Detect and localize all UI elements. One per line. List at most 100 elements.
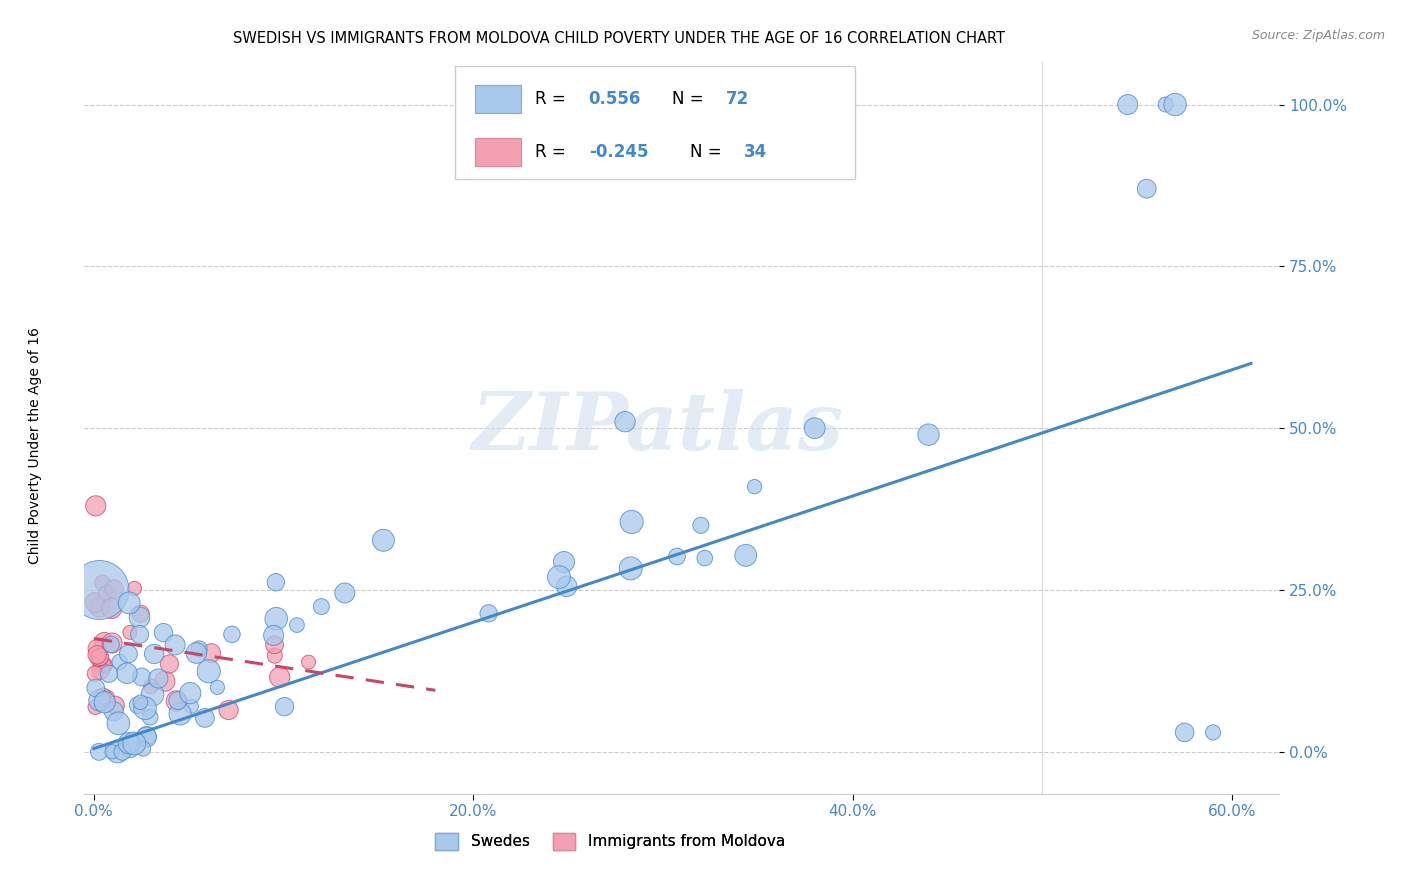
- Point: [1116, 97, 1139, 112]
- Point: [91, 575, 114, 590]
- Text: 34: 34: [744, 143, 768, 161]
- Point: [118, 596, 141, 610]
- Point: [666, 549, 689, 564]
- Point: [135, 730, 157, 744]
- Point: [134, 701, 156, 715]
- Point: [111, 745, 134, 759]
- Point: [127, 698, 149, 713]
- Point: [218, 703, 240, 717]
- Point: [285, 618, 308, 632]
- Point: [104, 698, 127, 713]
- Point: [131, 670, 153, 684]
- Point: [734, 549, 756, 563]
- Point: [141, 688, 163, 702]
- Point: [103, 704, 125, 718]
- Point: [1136, 182, 1159, 196]
- Point: [157, 657, 180, 671]
- Point: [139, 710, 162, 724]
- Point: [122, 736, 145, 750]
- Text: N =: N =: [690, 143, 727, 161]
- Point: [180, 699, 202, 714]
- Point: [120, 742, 142, 756]
- Point: [97, 666, 120, 681]
- Point: [89, 650, 111, 665]
- Point: [620, 515, 643, 529]
- Point: [139, 680, 162, 694]
- Point: [84, 681, 107, 695]
- Text: ZIPatlas: ZIPatlas: [472, 390, 844, 467]
- Point: [107, 716, 129, 731]
- Point: [118, 625, 141, 640]
- Point: [84, 595, 107, 609]
- Point: [96, 586, 118, 600]
- Point: [87, 745, 110, 759]
- Point: [373, 533, 395, 548]
- Point: [115, 666, 138, 681]
- Text: N =: N =: [672, 90, 709, 108]
- Point: [311, 599, 333, 614]
- Point: [101, 745, 124, 759]
- Point: [86, 641, 108, 656]
- Point: [548, 570, 571, 584]
- Point: [1174, 725, 1197, 739]
- Point: [129, 695, 152, 709]
- Point: [135, 729, 157, 743]
- FancyBboxPatch shape: [475, 138, 520, 166]
- Point: [264, 575, 287, 590]
- Point: [103, 582, 125, 596]
- Point: [128, 610, 150, 624]
- Point: [165, 694, 187, 708]
- Point: [166, 693, 188, 707]
- Point: [263, 648, 285, 663]
- Text: -0.245: -0.245: [589, 143, 648, 161]
- Point: [153, 674, 176, 689]
- Point: [194, 711, 217, 725]
- Point: [132, 741, 155, 756]
- Point: [84, 499, 107, 513]
- Point: [107, 745, 129, 759]
- Point: [186, 646, 208, 660]
- Point: [129, 607, 152, 621]
- Point: [179, 686, 201, 700]
- Point: [207, 681, 229, 695]
- Point: [803, 421, 825, 435]
- Point: [197, 664, 219, 678]
- Point: [200, 646, 222, 660]
- Text: R =: R =: [534, 143, 571, 161]
- Text: Source: ZipAtlas.com: Source: ZipAtlas.com: [1251, 29, 1385, 42]
- Point: [89, 582, 111, 597]
- Point: [117, 647, 139, 661]
- FancyBboxPatch shape: [456, 66, 855, 179]
- Point: [91, 657, 114, 672]
- Point: [108, 655, 131, 669]
- Point: [100, 601, 122, 615]
- Point: [333, 586, 356, 600]
- Text: Child Poverty Under the Age of 16: Child Poverty Under the Age of 16: [28, 327, 42, 565]
- Point: [478, 607, 501, 621]
- Point: [89, 600, 111, 615]
- Point: [221, 627, 243, 641]
- Point: [917, 427, 939, 442]
- Point: [297, 655, 319, 669]
- Point: [86, 648, 108, 662]
- Point: [165, 638, 187, 652]
- Point: [689, 518, 711, 533]
- Point: [93, 635, 115, 649]
- Point: [614, 415, 637, 429]
- Point: [89, 693, 111, 707]
- Point: [93, 658, 115, 673]
- Point: [87, 650, 110, 665]
- Point: [273, 699, 295, 714]
- Point: [91, 689, 114, 703]
- Point: [100, 638, 122, 652]
- Point: [169, 706, 191, 721]
- Point: [620, 561, 643, 575]
- Legend: Swedes, Immigrants from Moldova: Swedes, Immigrants from Moldova: [429, 827, 792, 855]
- Text: R =: R =: [534, 90, 571, 108]
- Point: [84, 700, 107, 714]
- Point: [148, 672, 170, 686]
- Point: [188, 641, 211, 656]
- Point: [1202, 725, 1225, 739]
- Point: [553, 555, 575, 569]
- Text: SWEDISH VS IMMIGRANTS FROM MOLDOVA CHILD POVERTY UNDER THE AGE OF 16 CORRELATION: SWEDISH VS IMMIGRANTS FROM MOLDOVA CHILD…: [232, 31, 1005, 46]
